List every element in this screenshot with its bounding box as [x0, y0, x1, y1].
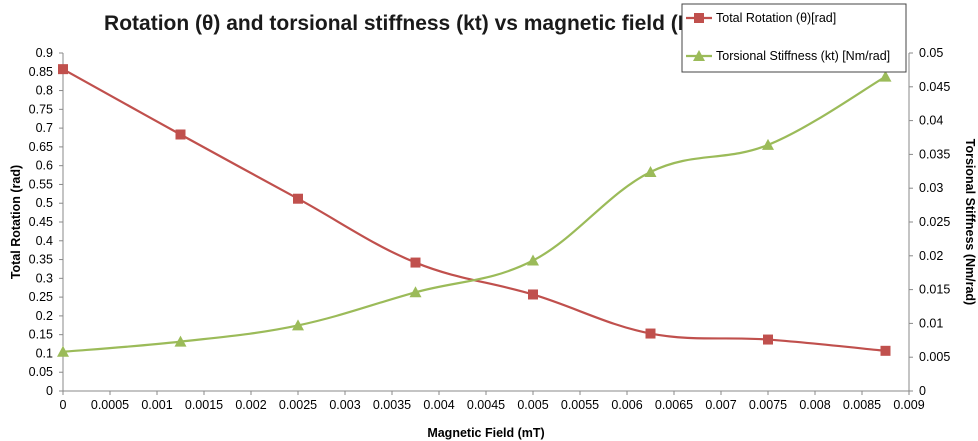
x-tick-label: 0.009	[893, 398, 924, 412]
series-1-point	[57, 345, 69, 357]
y-right-tick-label: 0.025	[919, 215, 950, 229]
legend-swatch-marker	[694, 13, 704, 23]
series-1-line	[62, 75, 887, 353]
x-tick-label: 0.006	[611, 398, 642, 412]
y-left-tick-label: 0.2	[36, 309, 53, 323]
y-left-tick-label: 0.1	[36, 346, 53, 360]
series-1-group	[57, 70, 892, 357]
series-0-line	[62, 68, 886, 352]
y-right-tick-label: 0.04	[919, 114, 943, 128]
x-tick-label: 0.0005	[91, 398, 129, 412]
x-tick-label: 0.0055	[561, 398, 599, 412]
legend-entry-label: Total Rotation (θ)[rad]	[716, 11, 836, 25]
series-1-point	[292, 319, 304, 331]
y-left-tick-label: 0.75	[29, 102, 53, 116]
legend-box	[681, 3, 907, 73]
y-left-tick-label: 0.6	[36, 159, 53, 173]
series-1-point	[174, 335, 187, 347]
legend-entries: Total Rotation (θ)[rad] Torsional Stiffne…	[686, 11, 890, 63]
x-tick-label: 0.0035	[373, 398, 411, 412]
x-tick-label: 0.003	[329, 398, 360, 412]
series-0-point	[528, 289, 538, 300]
y-left-tick-label: 0.55	[29, 177, 53, 191]
axes-group: 0 0.0005 0.001 0.0015 0.002 0.0025 0.003 0.0035…	[29, 46, 951, 412]
series-0-point	[763, 334, 773, 345]
series-layer	[57, 64, 892, 357]
x-tick-label: 0.0075	[749, 398, 787, 412]
chart-title: Rotation (θ) and torsional stiffness (kt…	[104, 12, 700, 35]
y-right-tick-label: 0.05	[919, 46, 943, 60]
legend-entry-label: Torsional Stiffness (kt) [Nm/rad]	[716, 49, 890, 63]
series-1-point	[762, 138, 774, 150]
x-tick-label: 0.002	[235, 398, 266, 412]
x-tick-label: 0.0025	[279, 398, 317, 412]
legend-swatch-marker	[693, 50, 705, 61]
y-right-axis-label: Torsional Stiffness (Nm/rad)	[963, 139, 977, 305]
series-0-group	[58, 64, 891, 356]
y-right-tick-label: 0.045	[919, 80, 950, 94]
x-tick-label: 0	[60, 398, 67, 412]
series-0-point	[645, 328, 656, 339]
legend: Total Rotation (θ)[rad] Torsional Stiffne…	[681, 3, 907, 73]
y-left-tick-label: 0.5	[36, 196, 53, 210]
y-left-tick-label: 0.9	[36, 46, 53, 60]
y-left-tick-label: 0.25	[29, 290, 53, 304]
x-tick-label: 0.001	[141, 398, 172, 412]
x-tick-label: 0.0015	[185, 398, 223, 412]
y-right-tick-label: 0.005	[919, 350, 950, 364]
x-tick-label: 0.008	[799, 398, 830, 412]
series-1-point	[409, 286, 422, 298]
y-left-tick-label: 0.7	[36, 121, 53, 135]
y-right-tick-label: 0.01	[919, 316, 943, 330]
y-left-tick-label: 0.65	[29, 140, 53, 154]
y-right-tick-label: 0.015	[919, 283, 950, 297]
series-0-point	[175, 129, 186, 140]
x-tick-label: 0.004	[423, 398, 454, 412]
y-left-tick-label: 0.3	[36, 271, 53, 285]
y-left-tick-label: 0.05	[29, 365, 53, 379]
x-tick-label: 0.007	[705, 398, 736, 412]
y-left-tick-label: 0.4	[36, 234, 53, 248]
y-left-tick-label: 0.45	[29, 215, 53, 229]
series-1-point	[644, 165, 657, 177]
series-1-point	[879, 70, 892, 82]
series-1-point	[527, 254, 539, 266]
series-0-point	[293, 193, 303, 204]
series-0-point	[410, 257, 421, 268]
series-0-point	[58, 64, 68, 75]
y-right-tick-label: 0.02	[919, 249, 943, 263]
y-right-tick-label: 0.035	[919, 147, 950, 161]
y-right-tick-label: 0	[919, 384, 926, 398]
x-tick-label: 0.0085	[843, 398, 881, 412]
x-axis-label: Magnetic Field (mT)	[427, 426, 544, 440]
x-tick-label: 0.0065	[655, 398, 693, 412]
y-left-tick-label: 0.8	[36, 84, 53, 98]
y-left-tick-label: 0.15	[29, 328, 53, 342]
y-left-axis-label: Total Rotation (rad)	[9, 165, 23, 279]
y-right-tick-label: 0.03	[919, 181, 943, 195]
x-tick-label: 0.005	[517, 398, 548, 412]
x-tick-label: 0.0045	[467, 398, 505, 412]
y-left-tick-label: 0	[46, 384, 53, 398]
y-left-tick-label: 0.35	[29, 253, 53, 267]
series-0-point	[880, 345, 891, 356]
y-left-tick-label: 0.85	[29, 65, 53, 79]
